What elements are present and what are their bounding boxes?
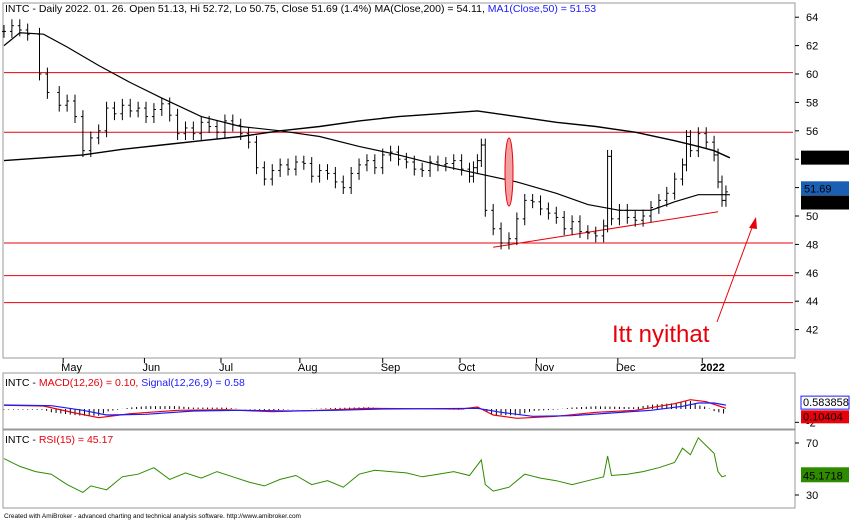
month-label: Aug bbox=[298, 362, 318, 374]
price-panel: 424446485052545658606264MayJunJulAugSepO… bbox=[2, 12, 849, 374]
rsi-ytick-label: 30 bbox=[806, 490, 818, 502]
month-label: Nov bbox=[535, 362, 555, 374]
month-label: Jun bbox=[142, 362, 160, 374]
rsi-panel: 30 70 45.1718 bbox=[3, 436, 849, 502]
highlight-oval bbox=[504, 137, 514, 207]
month-label: May bbox=[61, 362, 82, 374]
price-ytick-label: 58 bbox=[806, 97, 818, 109]
macd-value-label: 0.10404 bbox=[803, 411, 843, 423]
ma50-value-label-bg bbox=[801, 195, 849, 210]
ma200-value-label: 54.1136 bbox=[804, 153, 843, 165]
ma50-value-label: 51.5252 bbox=[804, 198, 844, 210]
trendline bbox=[493, 211, 719, 248]
price-panel-frame bbox=[2, 2, 796, 359]
price-ytick-label: 42 bbox=[806, 325, 818, 337]
macd-panel-frame bbox=[2, 372, 796, 430]
month-label: Dec bbox=[616, 362, 636, 374]
ma50-line bbox=[3, 32, 730, 211]
month-label: Jul bbox=[219, 362, 233, 374]
price-ytick-label: 56 bbox=[806, 126, 818, 138]
ma200-line bbox=[3, 110, 731, 162]
footer-text: Created with AmiBroker - advanced charti… bbox=[4, 513, 301, 520]
price-ytick-label: 48 bbox=[806, 239, 818, 251]
signal-value-label: 0.583858 bbox=[803, 397, 849, 409]
price-ytick-label: 62 bbox=[806, 41, 818, 53]
price-ytick-label: 50 bbox=[806, 211, 818, 223]
month-label: 2022 bbox=[700, 362, 724, 374]
ma200-value-label-bg bbox=[801, 150, 849, 165]
signal-value-label-bg bbox=[800, 395, 850, 410]
macd-header: INTC - MACD(12,26) = 0.10, Signal(12,26,… bbox=[5, 377, 245, 389]
rsi-ytick-label: 70 bbox=[806, 438, 818, 450]
month-label: Sep bbox=[381, 362, 401, 374]
annotation-arrowhead bbox=[749, 217, 757, 229]
rsi-value-label: 45.1718 bbox=[803, 470, 843, 482]
price-ytick-label: 60 bbox=[806, 69, 818, 81]
rsi-header: INTC - RSI(15) = 45.17 bbox=[5, 434, 113, 446]
macd-value-label-bg bbox=[801, 410, 849, 424]
month-label: Oct bbox=[458, 362, 475, 374]
annotation-text: Itt nyithat bbox=[612, 321, 710, 348]
rsi-panel-frame bbox=[2, 429, 796, 509]
close-value-label: 51.69 bbox=[804, 183, 832, 195]
price-ytick-label: 44 bbox=[806, 296, 818, 308]
price-ytick-label: 46 bbox=[806, 268, 818, 280]
rsi-value-label-bg bbox=[801, 467, 849, 483]
close-value-label-bg bbox=[801, 181, 849, 196]
price-header: INTC - Daily 2022. 01. 26. Open 51.13, H… bbox=[5, 3, 596, 15]
annotation-arrow bbox=[716, 224, 754, 323]
signal-line bbox=[3, 402, 727, 417]
price-ytick-label: 64 bbox=[806, 12, 818, 24]
rsi-line bbox=[3, 436, 727, 493]
